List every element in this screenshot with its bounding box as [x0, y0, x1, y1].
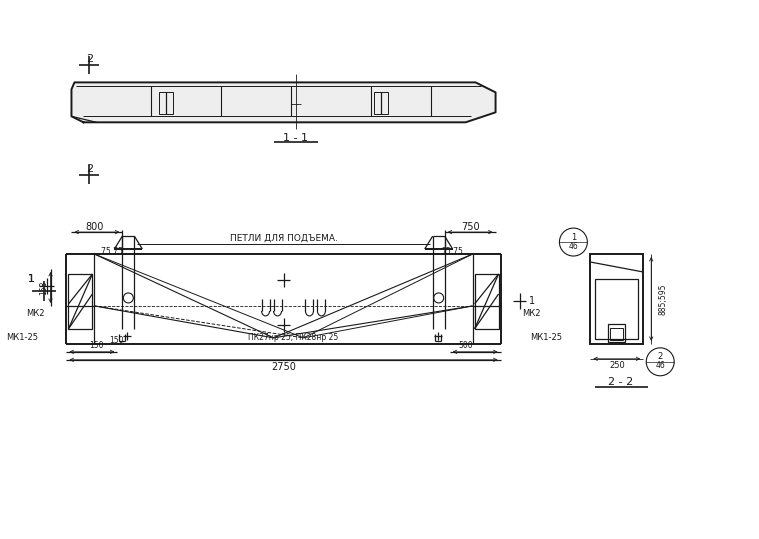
Text: 2 - 2: 2 - 2	[608, 377, 633, 387]
Text: 2: 2	[657, 353, 663, 361]
Text: МК2: МК2	[26, 309, 45, 319]
Text: МК1-25: МК1-25	[7, 333, 39, 342]
Bar	[159, 92, 173, 114]
Text: 750: 750	[461, 222, 480, 232]
Text: 1: 1	[28, 274, 35, 284]
Text: ПК27нр 25; ПК28нр 25: ПК27нр 25; ПК28нр 25	[248, 333, 339, 342]
Text: 2: 2	[86, 54, 93, 65]
Text: 1: 1	[530, 296, 536, 306]
Text: МК1-25: МК1-25	[531, 333, 562, 342]
Bar	[474, 274, 499, 329]
Text: 150: 150	[109, 336, 124, 345]
Text: 46: 46	[655, 361, 665, 370]
Text: 46: 46	[568, 241, 578, 251]
Text: 800: 800	[85, 222, 103, 232]
Text: 1: 1	[571, 232, 576, 241]
Text: ПЕТЛИ ДЛЯ ПОДЪЕМА.: ПЕТЛИ ДЛЯ ПОДЪЕМА.	[229, 233, 338, 243]
Text: 75,75: 75,75	[442, 246, 464, 255]
Bar	[591, 254, 643, 344]
Text: 2750: 2750	[271, 362, 296, 372]
Bar	[68, 274, 93, 329]
Text: 1 - 1: 1 - 1	[283, 133, 308, 143]
Text: 2: 2	[86, 164, 93, 174]
Text: 150: 150	[89, 341, 104, 350]
Text: 75 75: 75 75	[102, 246, 123, 255]
Text: 250: 250	[609, 361, 625, 370]
Bar	[595, 279, 638, 339]
Text: МК2: МК2	[522, 309, 541, 319]
Bar	[374, 92, 388, 114]
Text: 158: 158	[39, 280, 48, 295]
Text: 500: 500	[458, 341, 473, 350]
Text: 885;595: 885;595	[659, 283, 668, 315]
Bar	[608, 324, 625, 342]
Bar	[610, 328, 623, 340]
Polygon shape	[71, 82, 496, 122]
Text: 1: 1	[27, 274, 33, 284]
